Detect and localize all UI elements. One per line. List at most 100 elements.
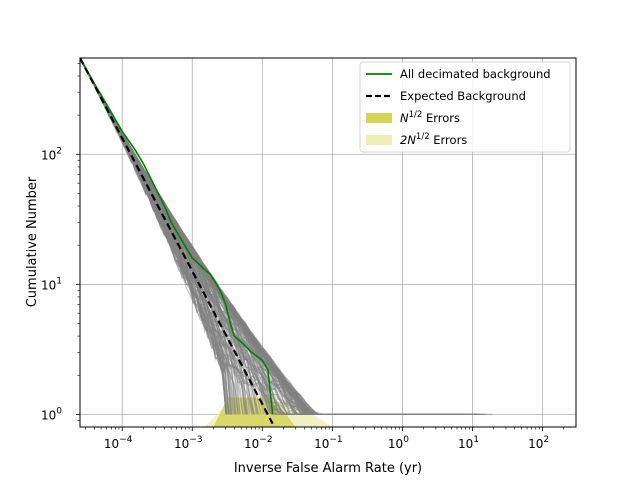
background-trial-line — [80, 58, 411, 415]
background-trial-line — [80, 58, 232, 415]
background-trial-line — [80, 58, 329, 415]
background-trial-line — [80, 58, 430, 415]
background-trial-line — [80, 58, 480, 415]
legend-swatch-patch — [366, 113, 392, 123]
background-trial-line — [80, 58, 390, 415]
background-trial-line — [80, 58, 479, 415]
background-trial-line — [80, 58, 441, 415]
background-trial-line — [80, 58, 227, 415]
background-trial-line — [80, 58, 467, 415]
background-trial-line — [80, 58, 232, 415]
background-trial-line — [80, 58, 230, 415]
background-trial-line — [80, 58, 230, 415]
background-trial-line — [80, 58, 353, 415]
background-trial-line — [80, 58, 229, 415]
background-trial-line — [80, 58, 232, 415]
background-trial-line — [80, 58, 330, 415]
legend-label: N1/2 Errors — [400, 110, 460, 125]
background-trial-line — [80, 58, 445, 415]
background-trial-line — [80, 58, 398, 415]
legend-label: Expected Background — [400, 89, 526, 103]
background-trial-line — [80, 58, 333, 415]
legend-box — [359, 61, 571, 153]
background-trial-line — [80, 58, 446, 415]
background-trial-line — [80, 58, 227, 415]
background-trial-line — [80, 58, 291, 415]
background-trial-line — [80, 58, 403, 415]
background-trial-line — [80, 58, 441, 415]
background-trial-line — [80, 58, 253, 415]
legend-swatch-patch — [366, 135, 392, 145]
series-lines — [80, 58, 274, 425]
background-trial-line — [80, 58, 433, 415]
background-trial-line — [80, 58, 260, 415]
x-tick-label: 10−1 — [314, 435, 343, 451]
background-trial-line — [80, 58, 334, 415]
background-trial-line — [80, 58, 437, 415]
background-trial-line — [80, 58, 351, 415]
y-tick-label: 101 — [41, 276, 62, 292]
background-trial-line — [80, 58, 396, 415]
background-trial-line — [80, 58, 416, 415]
background-trial-line — [80, 58, 304, 415]
background-trial-line — [80, 58, 227, 415]
decimated-background-line — [80, 58, 274, 415]
background-trial-line — [80, 58, 383, 415]
background-trial-line — [80, 58, 471, 415]
background-trial-line — [80, 58, 428, 415]
background-trial-line — [80, 58, 346, 415]
background-trial-line — [80, 58, 313, 415]
background-trial-line — [80, 58, 257, 415]
y-axis-label: Cumulative Number — [25, 176, 40, 307]
background-trial-line — [80, 58, 398, 415]
x-tick-label: 10−2 — [244, 435, 273, 451]
background-trial-line — [80, 58, 452, 415]
background-trial-line — [80, 58, 339, 416]
x-tick-label: 10−3 — [174, 435, 203, 451]
x-tick-label: 100 — [388, 435, 409, 451]
background-trial-line — [80, 58, 341, 415]
error-bands — [204, 397, 333, 427]
background-trial-line — [80, 58, 233, 415]
background-trial-line — [80, 58, 228, 415]
x-axis-ticks: 10−4 10−3 10−2 10−1 100 101 102 — [85, 427, 564, 451]
background-trial-line — [80, 58, 285, 415]
x-tick-label: 101 — [458, 435, 479, 451]
background-trial-line — [80, 58, 460, 415]
background-trial-line — [80, 58, 464, 415]
background-trial-line — [80, 58, 423, 415]
background-trial-line — [80, 58, 482, 415]
background-trial-line — [80, 58, 395, 415]
background-trial-line — [80, 58, 493, 415]
background-trial-line — [80, 58, 366, 415]
background-trial-line — [80, 58, 448, 415]
background-trial-line — [80, 58, 468, 415]
legend-label: 2N1/2 Errors — [400, 132, 467, 147]
background-trial-line — [80, 58, 256, 415]
background-trial-line — [80, 58, 227, 415]
background-trial-line — [80, 58, 474, 415]
y-tick-label: 102 — [41, 146, 62, 162]
background-trial-line — [80, 58, 235, 415]
background-trial-line — [80, 58, 358, 415]
background-trial-line — [80, 58, 227, 415]
background-trial-line — [80, 58, 297, 415]
background-trial-line — [80, 58, 228, 415]
background-trial-line — [80, 58, 278, 415]
background-trial-line — [80, 58, 304, 415]
background-trial-line — [80, 58, 351, 416]
background-trial-line — [80, 58, 356, 415]
background-trial-line — [80, 58, 442, 415]
background-trial-line — [80, 58, 378, 416]
background-trial-line — [80, 58, 229, 415]
error-band-n — [213, 397, 296, 427]
background-trial-line — [80, 58, 293, 415]
legend: All decimated background Expected Backgro… — [359, 61, 571, 153]
x-tick-label: 10−4 — [104, 435, 133, 451]
background-trial-line — [80, 58, 339, 415]
background-trial-line — [80, 58, 427, 415]
background-trial-line — [80, 58, 415, 415]
background-trial-line — [80, 58, 469, 415]
background-trial-line — [80, 58, 229, 415]
